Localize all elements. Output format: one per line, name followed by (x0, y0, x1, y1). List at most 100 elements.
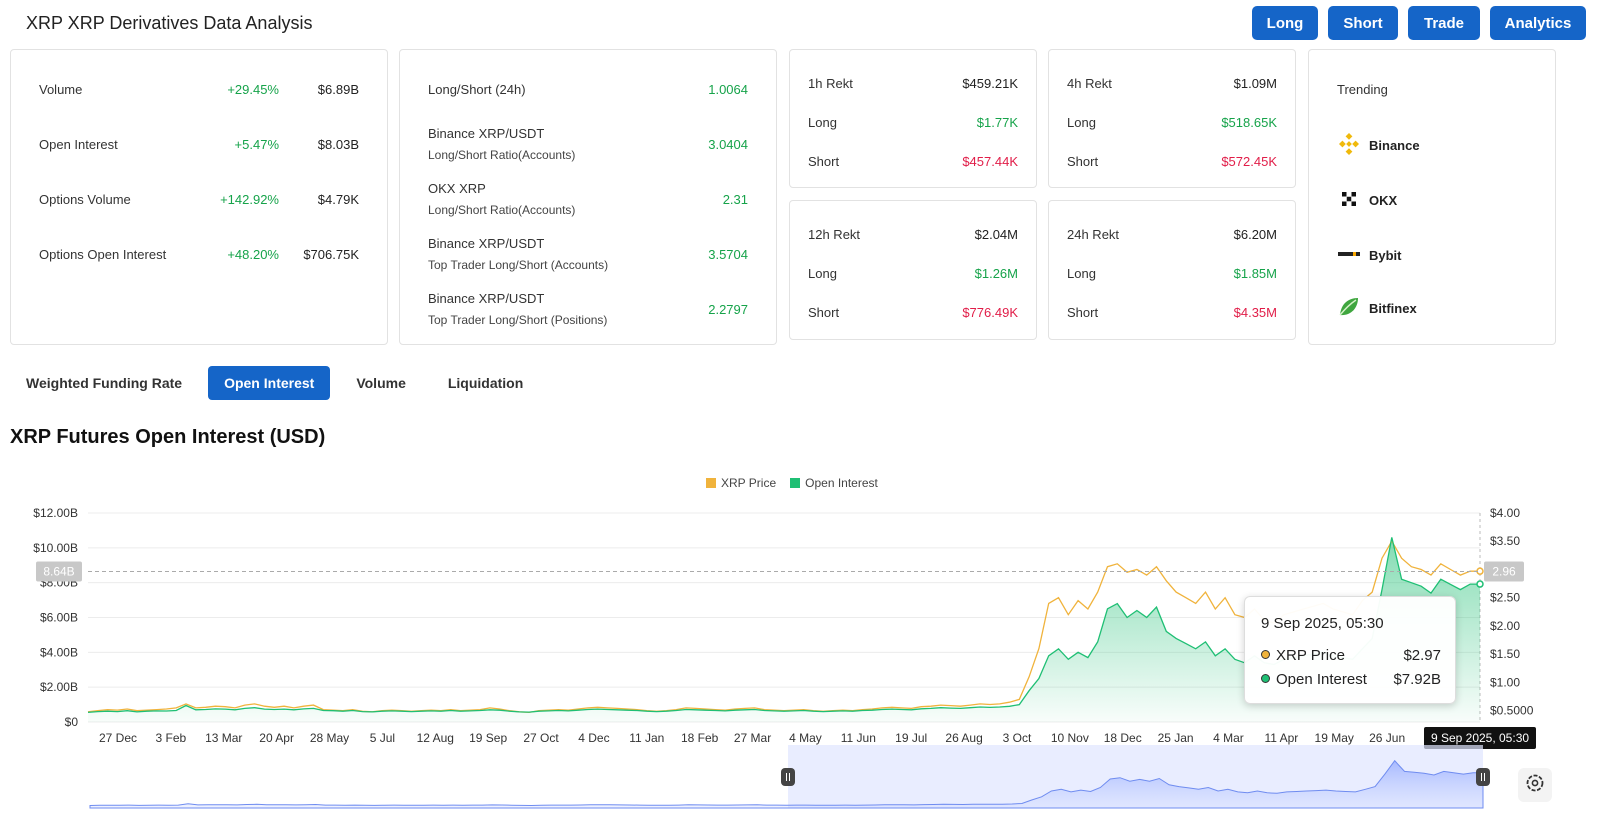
trending-item-okx[interactable]: OKX (1337, 187, 1397, 214)
x-tick-label: 25 Jan (1158, 731, 1194, 745)
x-tick-label: 11 Jan (629, 731, 664, 745)
trending-card: Trending Binance OKX Bybit Bitfinex (1308, 49, 1556, 345)
navigator-left-handle[interactable] (781, 768, 795, 786)
x-tick-label: 4 Dec (578, 731, 609, 745)
y-left-tick-label: $2.00B (40, 680, 78, 694)
gear-icon (1524, 772, 1546, 799)
rekt-long-label: Long (1067, 115, 1096, 130)
tab-volume[interactable]: Volume (340, 366, 422, 400)
ratio-value: 1.0064 (708, 82, 748, 97)
rekt-1h-card: 1h Rekt $459.21K Long $1.77K Short $457.44K (789, 49, 1037, 188)
legend-label: Open Interest (805, 476, 878, 490)
x-tick-label: 5 Jul (370, 731, 395, 745)
x-tick-label: 20 Apr (259, 731, 294, 745)
y-right-tick-label: $1.50 (1490, 647, 1520, 661)
tooltip-dot (1261, 674, 1270, 683)
rekt-long-value: $518.65K (1221, 115, 1277, 130)
analytics-button[interactable]: Analytics (1490, 6, 1586, 40)
trending-item-label: Bybit (1369, 248, 1402, 263)
open-interest-chart[interactable]: $12.00B$10.00B$8.00B$6.00B$4.00B$2.00B$0… (0, 495, 1600, 834)
ratio-value: 3.0404 (708, 137, 748, 152)
rekt-long-label: Long (808, 266, 837, 281)
bybit-logo-icon (1337, 242, 1361, 269)
rekt-short-row: Short $4.35M (1067, 305, 1277, 320)
stat-label: Options Open Interest (39, 247, 167, 262)
short-button[interactable]: Short (1328, 6, 1398, 40)
rekt-long-value: $1.26M (974, 266, 1018, 281)
chart-settings-button[interactable] (1518, 768, 1552, 802)
trending-item-label: Bitfinex (1369, 301, 1417, 316)
rekt-short-label: Short (808, 154, 840, 169)
open-interest-area (88, 537, 1480, 722)
y-left-tick-label: $4.00B (40, 645, 78, 659)
x-tick-label: 19 Jul (895, 731, 927, 745)
ratio-label: OKX XRP (428, 181, 486, 196)
x-tick-label: 26 Aug (945, 731, 982, 745)
ratio-label: Binance XRP/USDT (428, 126, 545, 141)
y-right-tick-label: $2.50 (1490, 591, 1520, 605)
rekt-long-row: Long $1.26M (808, 266, 1018, 281)
trending-title: Trending (1337, 82, 1388, 97)
ratio-sublabel: Long/Short Ratio(Accounts) (428, 203, 576, 217)
ratio-sublabel: Top Trader Long/Short (Positions) (428, 313, 608, 327)
rekt-short-row: Short $572.45K (1067, 154, 1277, 169)
y-right-tick-label: $4.00 (1490, 506, 1520, 520)
tab-liquidation[interactable]: Liquidation (431, 366, 540, 400)
trending-item-binance[interactable]: Binance (1337, 132, 1420, 159)
tab-weighted-funding-rate[interactable]: Weighted Funding Rate (10, 366, 199, 400)
tooltip-value: $2.97 (1403, 647, 1441, 664)
rekt-long-row: Long $1.85M (1067, 266, 1277, 281)
rekt-24h-card: 24h Rekt $6.20M Long $1.85M Short $4.35M (1048, 200, 1296, 340)
rekt-title: 4h Rekt (1067, 76, 1112, 91)
stat-value: $8.03B (317, 137, 359, 152)
x-tick-label: 4 May (789, 731, 822, 745)
ratio-value: 2.31 (722, 192, 748, 207)
rekt-long-row: Long $1.77K (808, 115, 1018, 130)
trade-button[interactable]: Trade (1408, 6, 1480, 40)
crosshair-right-label: 2.96 (1492, 565, 1516, 579)
long-button[interactable]: Long (1252, 6, 1318, 40)
rekt-total: $2.04M (974, 227, 1018, 242)
crosshair-date-label: 9 Sep 2025, 05:30 (1431, 731, 1529, 745)
stat-label: Options Volume (39, 192, 131, 207)
stat-change: +48.20% (227, 247, 279, 262)
stat-change: +29.45% (227, 82, 279, 97)
navigator-right-handle[interactable] (1476, 768, 1490, 786)
stat-value: $6.89B (317, 82, 359, 97)
chart-tabs: Weighted Funding Rate Open Interest Volu… (10, 366, 540, 400)
x-tick-label: 11 Apr (1264, 731, 1298, 745)
rekt-total-row: 12h Rekt $2.04M (808, 227, 1018, 242)
rekt-short-label: Short (1067, 305, 1099, 320)
y-right-tick-label: $2.00 (1490, 619, 1520, 633)
tab-open-interest[interactable]: Open Interest (208, 366, 331, 400)
navigator-series (89, 759, 1484, 809)
rekt-total: $459.21K (962, 76, 1018, 91)
ratio-value: 3.5704 (708, 247, 748, 262)
rekt-title: 1h Rekt (808, 76, 853, 91)
x-tick-label: 26 Jun (1369, 731, 1405, 745)
stat-change: +142.92% (220, 192, 279, 207)
rekt-long-label: Long (808, 115, 837, 130)
stat-label: Volume (39, 82, 83, 97)
trending-item-bitfinex[interactable]: Bitfinex (1337, 295, 1417, 322)
crosshair-left-badge (36, 561, 82, 582)
y-right-tick-label: $1.00 (1490, 675, 1520, 689)
rekt-total-row: 24h Rekt $6.20M (1067, 227, 1277, 242)
okx-logo-icon (1337, 187, 1361, 214)
legend-item-open-interest[interactable]: Open Interest (790, 476, 878, 490)
legend-item-xrp-price[interactable]: XRP Price (706, 476, 776, 490)
rekt-4h-card: 4h Rekt $1.09M Long $518.65K Short $572.45K (1048, 49, 1296, 188)
x-tick-label: 3 Feb (156, 731, 187, 745)
stat-value: $4.79K (317, 192, 359, 207)
rekt-short-value: $776.49K (962, 305, 1018, 320)
page-title: XRP XRP Derivatives Data Analysis (26, 13, 313, 33)
trending-item-bybit[interactable]: Bybit (1337, 242, 1402, 269)
ratio-label: Long/Short (24h) (428, 82, 526, 97)
x-tick-label: 11 Jun (841, 731, 876, 745)
ratio-value: 2.2797 (708, 302, 748, 317)
chart-title: XRP Futures Open Interest (USD) (10, 426, 326, 448)
open-interest-point (1476, 580, 1484, 588)
tooltip-row-price: XRP Price $2.97 (1261, 647, 1441, 664)
y-left-tick-label: $0 (65, 715, 79, 729)
chart-tooltip: 9 Sep 2025, 05:30 XRP Price $2.97 Open I… (1244, 596, 1456, 704)
